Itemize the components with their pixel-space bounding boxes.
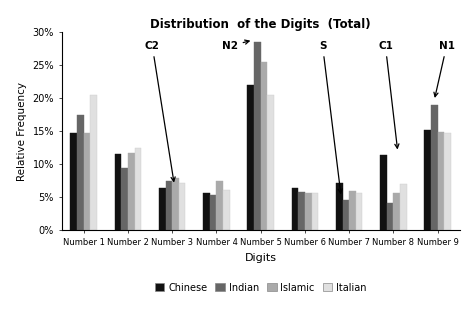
Bar	[298, 192, 305, 230]
Bar	[254, 42, 261, 230]
Bar	[77, 115, 84, 230]
Bar	[223, 190, 230, 230]
Text: N1: N1	[434, 41, 455, 97]
Bar	[380, 155, 387, 230]
Bar	[91, 95, 97, 230]
Bar	[261, 62, 267, 230]
Bar	[311, 193, 318, 230]
Bar	[343, 200, 349, 230]
Bar	[135, 148, 141, 230]
Bar	[431, 105, 438, 230]
Bar	[247, 85, 254, 230]
Bar	[393, 193, 400, 230]
Bar	[267, 95, 274, 230]
X-axis label: Digits: Digits	[245, 252, 277, 263]
Bar	[217, 181, 223, 230]
Bar	[128, 153, 135, 230]
Text: S: S	[319, 41, 342, 193]
Bar	[165, 181, 172, 230]
Text: C2: C2	[145, 41, 175, 181]
Bar	[115, 154, 121, 230]
Bar	[172, 178, 179, 230]
Bar	[336, 183, 343, 230]
Bar	[159, 188, 165, 230]
Legend: Chinese, Indian, Islamic, Italian: Chinese, Indian, Islamic, Italian	[151, 279, 371, 297]
Bar	[424, 130, 431, 230]
Text: C1: C1	[378, 41, 399, 148]
Bar	[210, 195, 217, 230]
Bar	[84, 132, 91, 230]
Bar	[438, 132, 444, 230]
Text: N2: N2	[222, 40, 249, 51]
Bar	[387, 203, 393, 230]
Bar	[444, 132, 451, 230]
Y-axis label: Relative Frequency: Relative Frequency	[17, 82, 27, 181]
Bar	[292, 188, 298, 230]
Bar	[203, 193, 210, 230]
Bar	[356, 193, 363, 230]
Bar	[400, 184, 407, 230]
Title: Distribution  of the Digits  (Total): Distribution of the Digits (Total)	[150, 18, 371, 31]
Bar	[305, 193, 311, 230]
Bar	[349, 191, 356, 230]
Bar	[179, 183, 185, 230]
Bar	[121, 168, 128, 230]
Bar	[71, 132, 77, 230]
